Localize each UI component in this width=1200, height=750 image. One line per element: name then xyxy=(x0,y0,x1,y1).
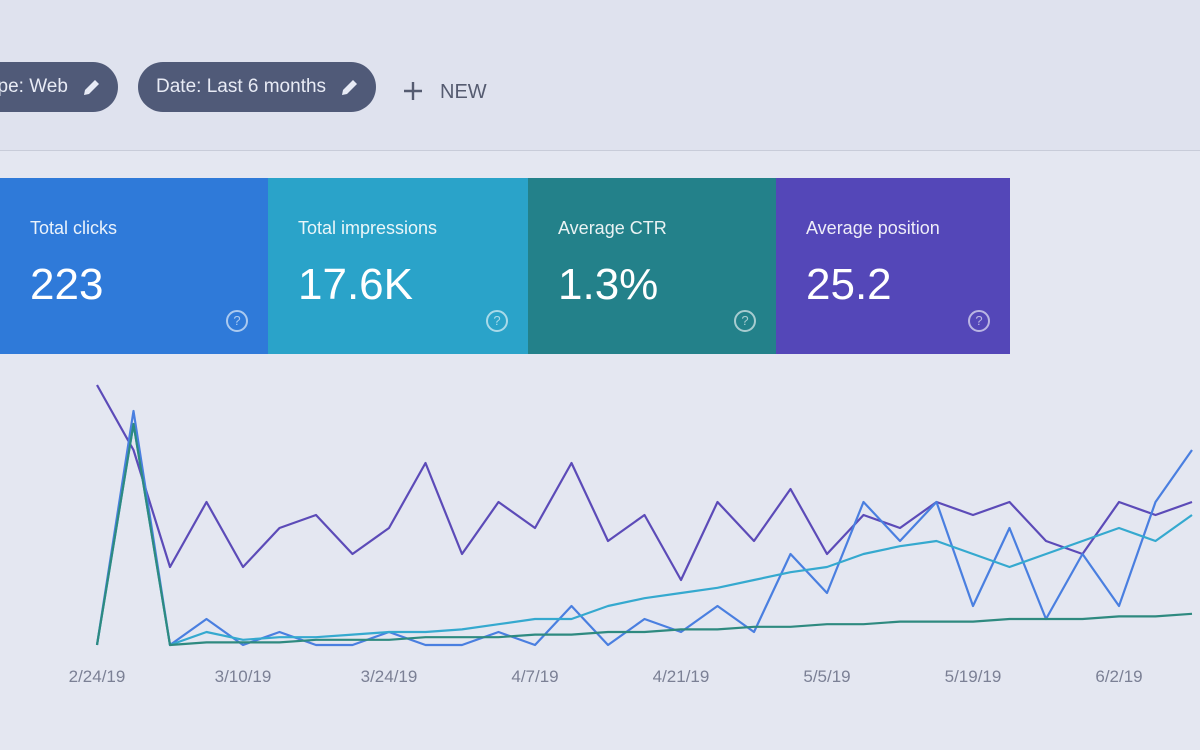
chart: 2/24/19 3/10/19 3/24/19 4/7/19 4/21/19 5/5/19… xyxy=(69,384,1193,686)
new-label: NEW xyxy=(440,81,487,103)
edit-icon xyxy=(342,80,358,95)
metric-label: Average CTR xyxy=(558,218,667,238)
chip-label: ype: Web xyxy=(0,76,68,97)
help-icon: ? xyxy=(226,310,248,332)
metric-value: 223 xyxy=(30,260,104,309)
filter-chip[interactable]: Date: Last 6 months xyxy=(138,62,377,112)
help-icon: ? xyxy=(734,310,756,332)
series-line xyxy=(95,409,1193,647)
x-tick-label: 3/10/19 xyxy=(215,667,272,686)
x-tick-label: 3/24/19 xyxy=(361,667,418,686)
new-button[interactable]: NEW xyxy=(402,80,487,104)
series-line xyxy=(96,384,1193,582)
metric-card[interactable]: Total clicks 223? xyxy=(0,178,268,354)
metric-card[interactable]: Average position 25.2? xyxy=(776,178,1010,354)
metric-label: Total impressions xyxy=(298,218,438,238)
filter-bar: ype: Web Date: Last 6 months NEW xyxy=(0,0,1200,151)
filter-chip[interactable]: ype: Web xyxy=(0,62,118,112)
plus-icon xyxy=(404,82,422,100)
chip-label: Date: Last 6 months xyxy=(156,76,327,97)
edit-icon xyxy=(83,80,99,95)
metric-label: Total clicks xyxy=(30,218,118,238)
metric-card[interactable]: Total impressions 17.6K? xyxy=(268,178,528,354)
x-tick-label: 4/7/19 xyxy=(511,667,558,686)
x-tick-label: 6/2/19 xyxy=(1095,667,1142,686)
metric-value: 17.6K xyxy=(298,260,413,309)
metric-value: 1.3% xyxy=(558,260,659,309)
help-icon: ? xyxy=(968,310,990,332)
x-tick-label: 5/19/19 xyxy=(945,667,1002,686)
metric-label: Average position xyxy=(806,218,940,238)
x-tick-label: 5/5/19 xyxy=(803,667,850,686)
x-tick-label: 4/21/19 xyxy=(653,667,710,686)
metric-value: 25.2 xyxy=(806,260,892,309)
series-line xyxy=(95,422,1193,647)
series-line xyxy=(95,422,1193,647)
metric-card[interactable]: Average CTR 1.3%? xyxy=(528,178,776,354)
x-tick-label: 2/24/19 xyxy=(69,667,126,686)
help-icon: ? xyxy=(486,310,508,332)
